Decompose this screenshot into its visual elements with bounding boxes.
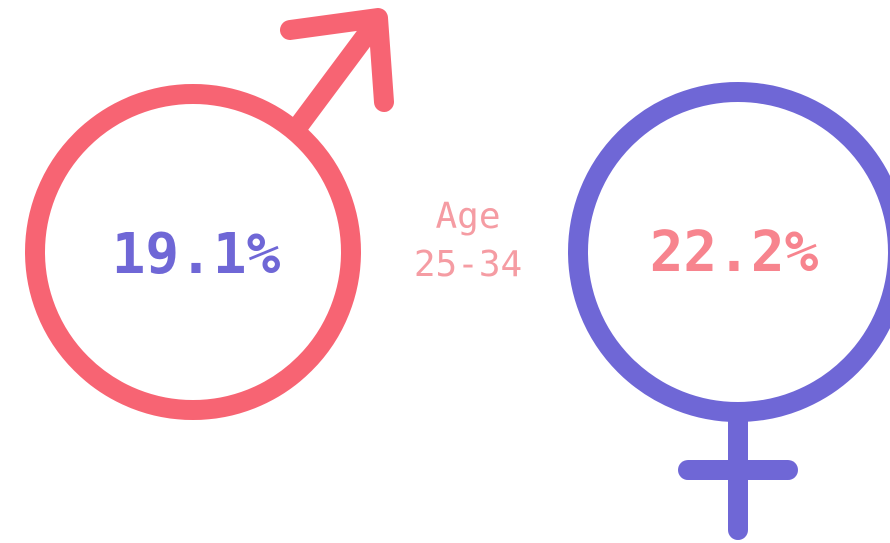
male-arrow-head <box>280 8 394 112</box>
female-value: 22.2% <box>650 220 819 285</box>
age-range: 25-34 <box>414 244 522 285</box>
female-symbol <box>568 82 890 540</box>
male-value: 19.1% <box>112 222 281 287</box>
male-symbol <box>25 8 394 420</box>
male-arrow-shaft <box>290 12 386 134</box>
male-circle <box>25 84 361 420</box>
age-label: Age <box>435 196 500 237</box>
